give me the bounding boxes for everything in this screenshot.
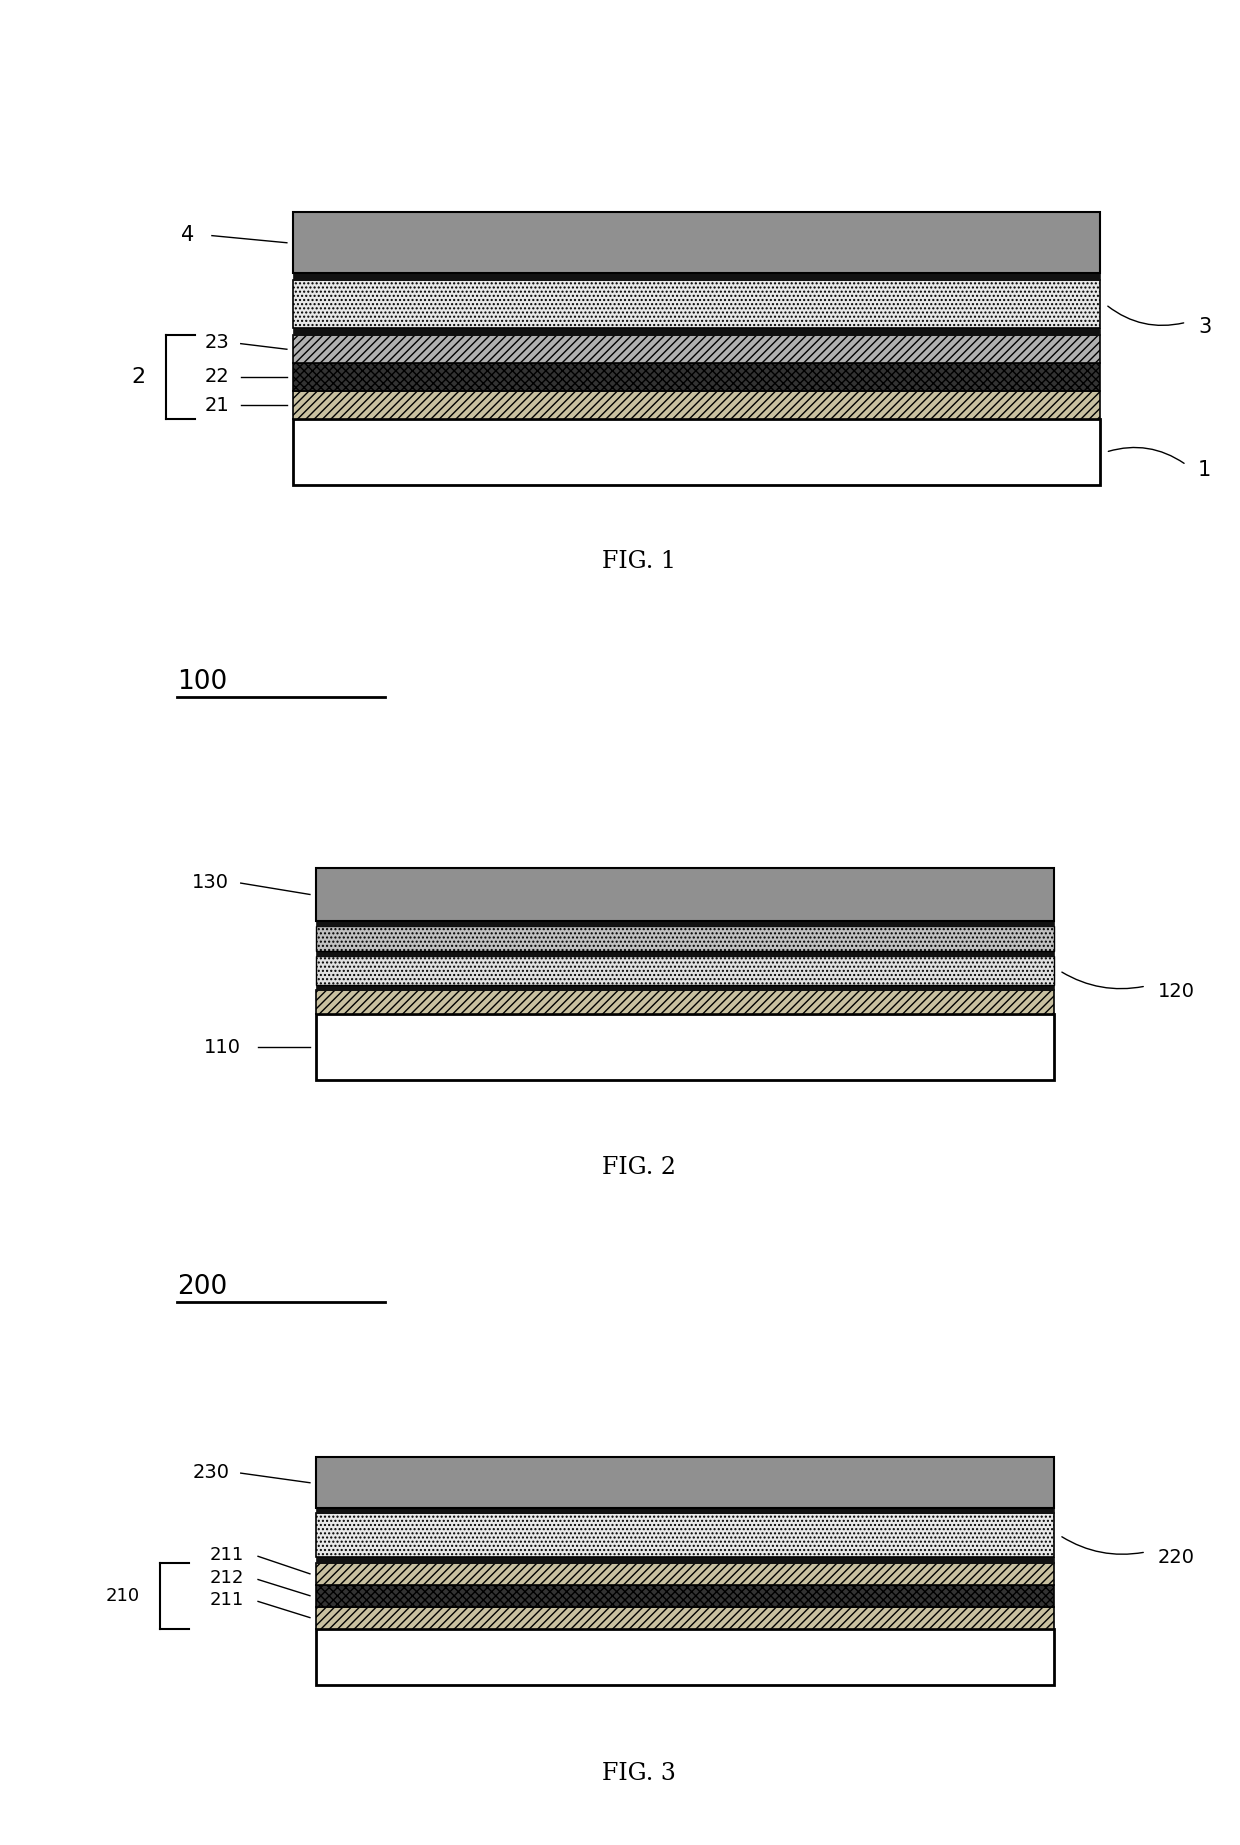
Bar <box>316 950 1054 956</box>
Bar <box>316 1507 1054 1513</box>
Bar <box>316 1629 1054 1686</box>
Bar <box>316 869 1054 921</box>
Text: 100: 100 <box>177 668 228 696</box>
Bar <box>293 363 1100 391</box>
Bar <box>293 273 1100 280</box>
Text: 120: 120 <box>1158 982 1194 1000</box>
Text: 2: 2 <box>131 367 145 387</box>
Text: 210: 210 <box>105 1587 139 1605</box>
Text: 200: 200 <box>177 1275 228 1301</box>
Text: FIG. 2: FIG. 2 <box>601 1157 676 1179</box>
Bar <box>293 280 1100 328</box>
Bar <box>293 336 1100 363</box>
Text: 21: 21 <box>205 397 229 415</box>
Text: 130: 130 <box>192 873 229 891</box>
Bar <box>316 921 1054 926</box>
Bar <box>316 1015 1054 1079</box>
Text: FIG. 1: FIG. 1 <box>601 550 676 574</box>
Bar <box>293 212 1100 273</box>
Text: 110: 110 <box>203 1037 241 1057</box>
Bar <box>316 1458 1054 1507</box>
Text: 230: 230 <box>192 1463 229 1482</box>
Bar <box>316 1513 1054 1557</box>
Bar <box>316 1557 1054 1563</box>
Bar <box>293 391 1100 419</box>
Text: 3: 3 <box>1198 317 1211 338</box>
Text: 211: 211 <box>210 1590 244 1609</box>
Text: 22: 22 <box>205 367 229 386</box>
Bar <box>293 328 1100 336</box>
Text: 211: 211 <box>210 1546 244 1565</box>
Bar <box>316 1585 1054 1607</box>
Text: 4: 4 <box>181 225 195 245</box>
Text: 220: 220 <box>1158 1548 1194 1566</box>
Text: FIG. 3: FIG. 3 <box>601 1762 676 1784</box>
Bar <box>293 419 1100 485</box>
Bar <box>316 1607 1054 1629</box>
Bar <box>316 991 1054 1015</box>
Bar <box>316 1563 1054 1585</box>
Bar <box>316 985 1054 991</box>
Bar <box>316 956 1054 985</box>
Bar <box>316 926 1054 950</box>
Text: 212: 212 <box>210 1570 244 1587</box>
Text: 1: 1 <box>1198 459 1211 480</box>
Text: 23: 23 <box>205 334 229 352</box>
